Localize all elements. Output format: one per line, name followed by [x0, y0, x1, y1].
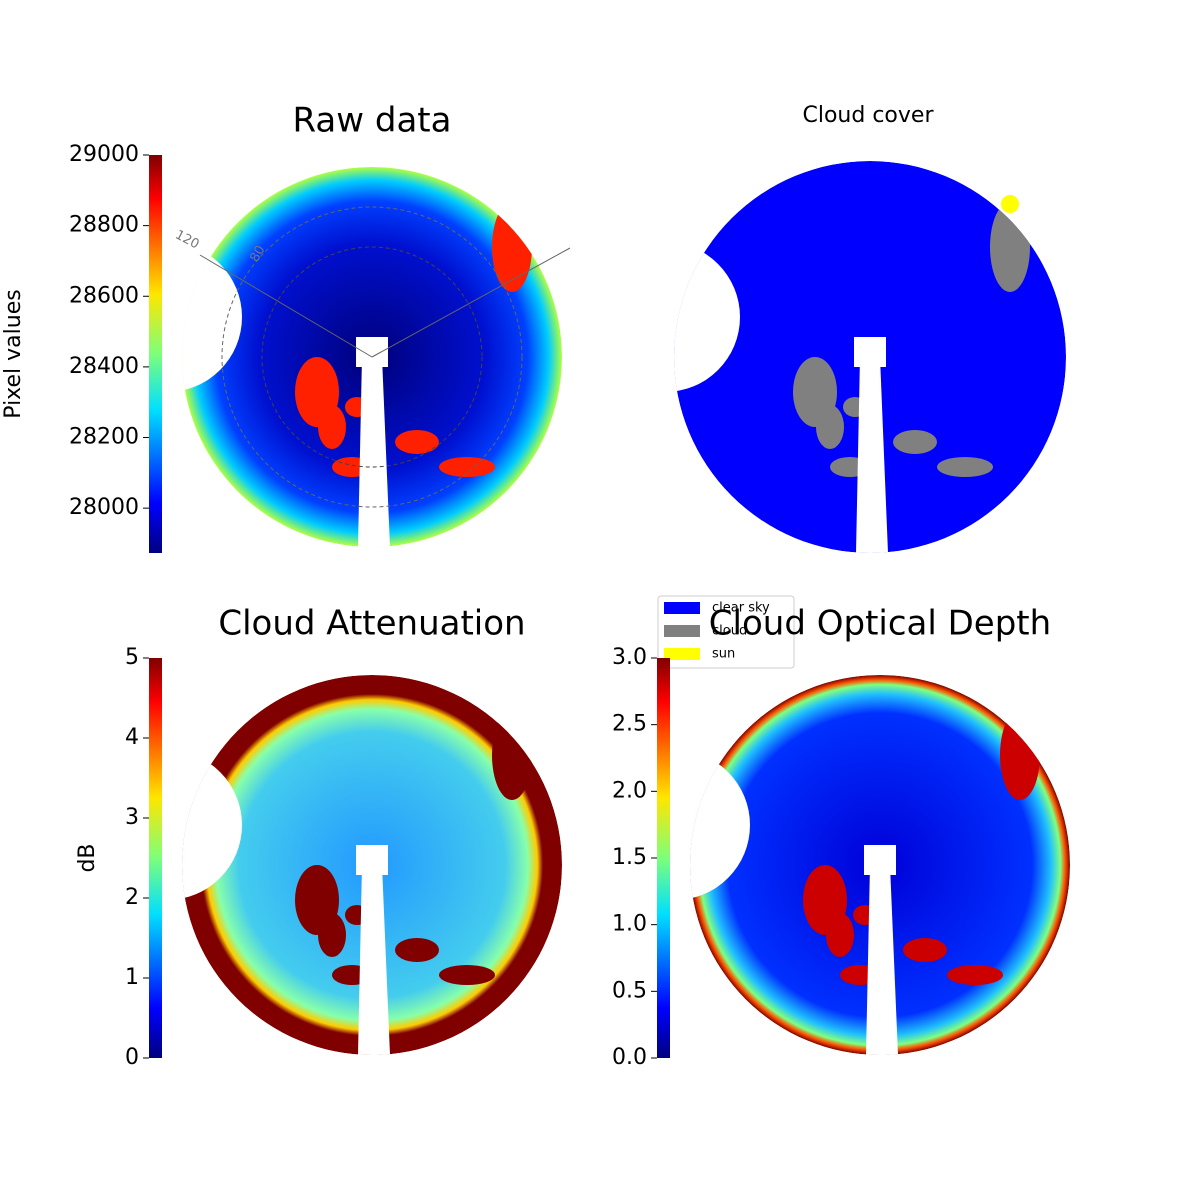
polar-annotation: 120: [173, 228, 202, 253]
colorbar-tick-label: 4: [125, 725, 139, 750]
polar-ring: [261, 246, 483, 468]
colorbar-tick-label: 2: [125, 885, 139, 910]
colorbar: [149, 658, 162, 1058]
cloud-patch: [947, 965, 1003, 985]
cloud-patch: [492, 710, 532, 800]
colorbar-tick-label: 1: [125, 965, 139, 990]
legend-swatch: [664, 625, 700, 637]
legend-label: sun: [712, 647, 735, 662]
polar-spoke: [371, 247, 571, 358]
sky-image: [690, 675, 1070, 1055]
colorbar-tick-label: 0.5: [612, 978, 647, 1003]
cloud-patch: [990, 202, 1030, 292]
cloud-patch: [492, 202, 532, 292]
colorbar-tick-label: 1.0: [612, 912, 647, 937]
colorbar-tick-label: 5: [125, 645, 139, 670]
mast-top: [864, 845, 896, 875]
cloud-patch: [439, 965, 495, 985]
colorbar-label: dB: [75, 843, 100, 872]
colorbar: [657, 658, 670, 1058]
panel-title: Cloud Attenuation: [218, 604, 525, 644]
mast-top: [356, 845, 388, 875]
cloud-patch: [893, 430, 937, 454]
colorbar-tick-label: 2.0: [612, 778, 647, 803]
colorbar-tick-label: 2.5: [612, 712, 647, 737]
sun-marker: [1001, 195, 1019, 213]
panel-title: Cloud cover: [803, 103, 935, 128]
sky-image: [182, 675, 562, 1055]
mast: [358, 357, 390, 547]
colorbar-tick-label: 28000: [69, 495, 139, 520]
legend-swatch: [664, 602, 700, 614]
mast-top: [854, 337, 886, 367]
horizon-cut: [182, 242, 242, 392]
legend-label: clear sky: [712, 601, 770, 616]
mast-top: [356, 337, 388, 367]
colorbar-label: Pixel values: [1, 289, 26, 418]
colorbar-tick-label: 3: [125, 805, 139, 830]
colorbar-tick-label: 28400: [69, 354, 139, 379]
colorbar-tick-label: 0: [125, 1045, 139, 1070]
cloud-patch: [439, 457, 495, 477]
polar-spoke: [199, 254, 373, 358]
horizon-cut: [182, 750, 242, 900]
colorbar-tick-label: 29000: [69, 142, 139, 167]
polar-annotation: 80: [247, 243, 268, 265]
cloud-patch: [816, 405, 844, 449]
colorbar-tick-label: 28800: [69, 213, 139, 238]
cloud-patch: [395, 938, 439, 962]
panel-title: Cloud Optical Depth: [709, 604, 1051, 644]
sky-image: [674, 161, 1066, 553]
cloud-patch: [826, 913, 854, 957]
legend-swatch: [664, 648, 700, 660]
colorbar-tick-label: 0.0: [612, 1045, 647, 1070]
panel-title: Raw data: [293, 101, 452, 141]
mast: [856, 357, 888, 553]
colorbar-tick-label: 28200: [69, 425, 139, 450]
cloud-patch: [318, 405, 346, 449]
cloud-patch: [318, 913, 346, 957]
colorbar-tick-label: 1.5: [612, 845, 647, 870]
horizon-cut: [674, 242, 740, 392]
cloud-patch: [395, 430, 439, 454]
mast: [358, 865, 390, 1055]
cloud-patch: [1000, 710, 1040, 800]
cloud-patch: [937, 457, 993, 477]
sky-image: [182, 167, 562, 547]
colorbar: [149, 155, 162, 553]
horizon-cut: [690, 750, 750, 900]
legend-label: cloud: [712, 624, 747, 639]
polar-ring: [221, 206, 523, 508]
colorbar-tick-label: 3.0: [612, 645, 647, 670]
mast: [866, 865, 898, 1055]
colorbar-tick-label: 28600: [69, 283, 139, 308]
cloud-patch: [903, 938, 947, 962]
